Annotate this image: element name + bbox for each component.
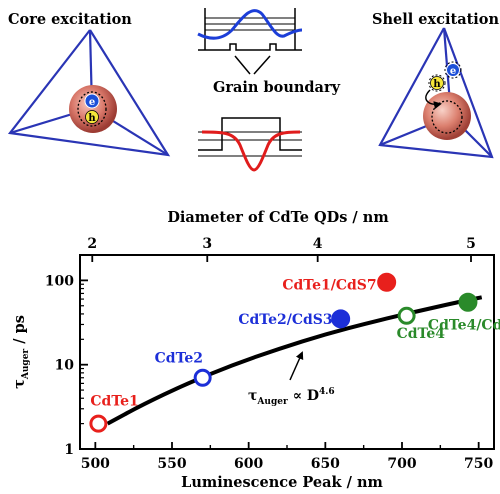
annotation-arrow (289, 351, 304, 381)
point-cdte4-cds3 (458, 292, 478, 312)
label-cdte1-cds7: CdTe1/CdS7 (282, 277, 376, 293)
hole-symbol-core: h (88, 113, 96, 124)
y-tick-label-1: 10 (55, 358, 75, 374)
y-axis-ticks: 1 10 100 (45, 254, 88, 458)
core-excitation-schematic: Core excitation e h (7, 11, 171, 157)
data-labels: CdTe1 CdTe2 CdTe2/CdS3 CdTe1/CdS7 CdTe4CdTe4… (90, 277, 500, 409)
tau-auger-chart: Diameter of CdTe QDs / nm 2 3 4 5 500 550 600… (11, 209, 500, 491)
electron-symbol-core: e (89, 97, 95, 108)
y-tick-label-2: 100 (45, 273, 74, 289)
point-cdte2-cds3 (331, 309, 351, 329)
y-axis-title: τAuger / ps (11, 315, 31, 389)
point-cdte4 (397, 306, 416, 325)
top-tick-label-3: 5 (466, 236, 476, 252)
top-axis-ticks: 2 3 4 5 (87, 236, 476, 262)
label-cdte4-cds3: CdTe4/CdS3 (428, 317, 500, 333)
data-points (89, 272, 478, 433)
grain-boundary-label: Grain boundary (213, 79, 341, 96)
top-axis-title: Diameter of CdTe QDs / nm (167, 209, 389, 226)
label-cdte2: CdTe2 (155, 351, 203, 367)
x-tick-label-2: 600 (234, 456, 263, 472)
top-tick-label-0: 2 (87, 236, 97, 252)
label-cdte2-cds3: CdTe2/CdS3 (238, 312, 332, 328)
x-tick-label-1: 550 (157, 456, 186, 472)
top-tick-label-1: 3 (202, 236, 212, 252)
x-axis-title: Luminescence Peak / nm (181, 474, 383, 491)
fit-curve (106, 295, 483, 426)
point-cdte2 (193, 368, 212, 387)
top-tick-label-2: 4 (313, 236, 323, 252)
x-tick-label-5: 750 (464, 456, 493, 472)
shell-excitation-label: Shell excitation (372, 11, 499, 28)
core-sphere (69, 85, 117, 133)
electron-symbol-shell: e (450, 66, 456, 77)
x-tick-label-0: 500 (81, 456, 110, 472)
x-tick-label-4: 700 (387, 456, 416, 472)
fit-annotation: τAuger ∝ D4.6 (248, 387, 335, 407)
point-cdte1 (89, 414, 108, 433)
x-axis-ticks: 500 550 600 650 700 750 (81, 442, 494, 472)
y-tick-label-0: 1 (64, 442, 74, 458)
shell-excitation-schematic: Shell excitation e h (372, 11, 499, 159)
label-cdte1: CdTe1 (90, 394, 138, 410)
x-tick-label-3: 650 (311, 456, 340, 472)
core-excitation-label: Core excitation (8, 11, 132, 28)
hole-symbol-shell: h (433, 79, 441, 90)
point-cdte1-cds7 (377, 272, 397, 292)
plot-frame (79, 254, 495, 450)
grain-boundary-diagram: Grain boundary (197, 8, 341, 172)
label-cdte4: CdTe4 (397, 326, 446, 342)
